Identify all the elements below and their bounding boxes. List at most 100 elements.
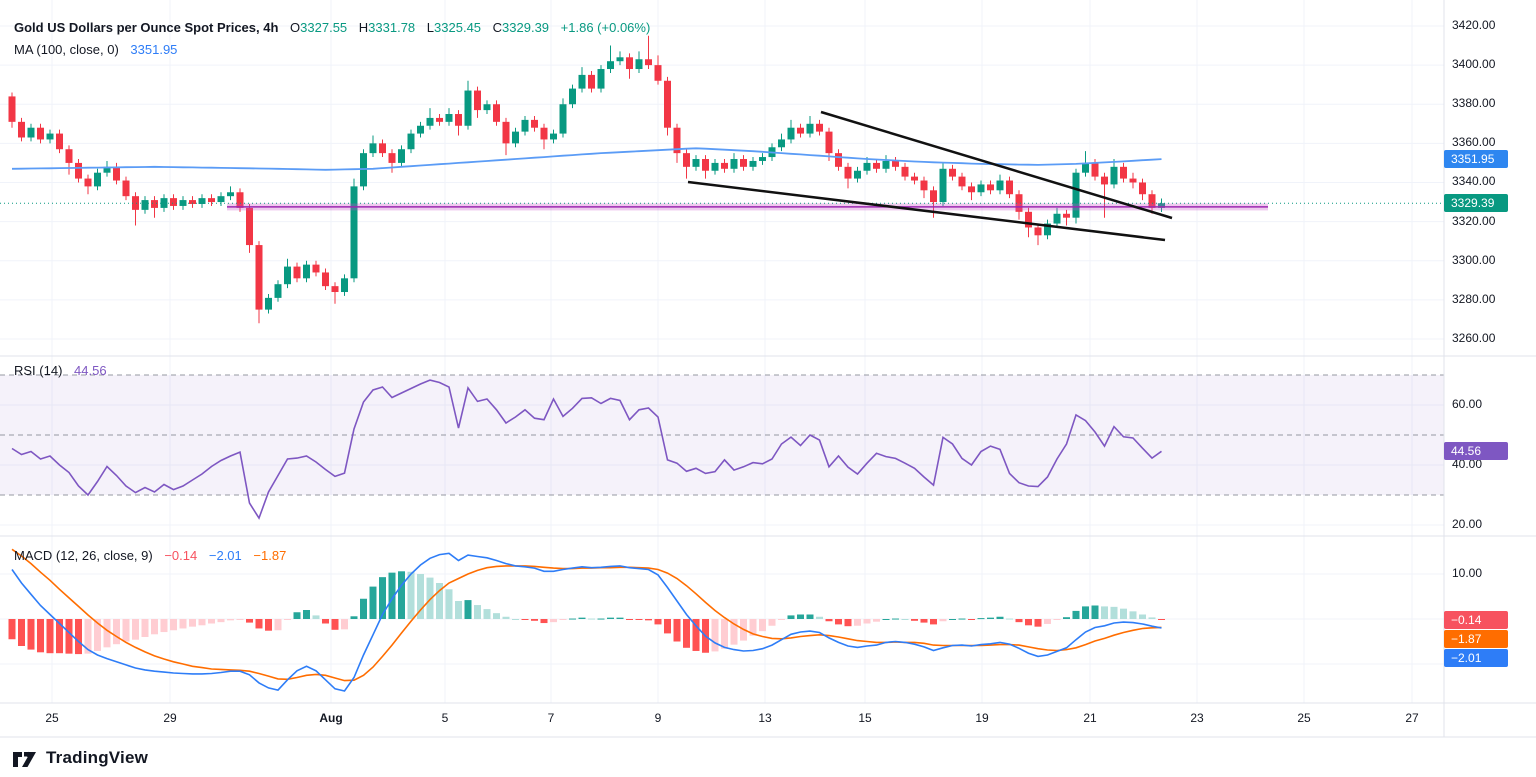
price-axis-label[interactable]: 3340.00 [1452,174,1496,189]
candle-body [1006,180,1013,195]
candle-body [939,168,947,203]
macd-histogram-bar [255,619,263,629]
candle-body [217,196,225,203]
trendline-drawing[interactable] [687,180,1166,242]
macd-histogram-bar [673,619,681,642]
time-axis-label[interactable]: 25 [1297,711,1311,725]
macd-histogram-bar [1053,619,1061,620]
price-axis-label[interactable]: 3320.00 [1452,213,1496,228]
macd-histogram-bar [968,619,975,620]
candle-body [882,160,890,169]
candle-body [37,127,44,140]
macd-histogram-bar [1148,617,1156,619]
macd-histogram-bar [920,619,928,623]
ohlc-open-value: 3327.55 [300,20,348,35]
macd-histogram-bar [844,619,852,627]
candle-body [1129,178,1137,183]
macd-signal-line[interactable] [11,548,1162,682]
rsi-label[interactable]: RSI (14) [14,363,63,378]
macd-histogram-bar [892,618,899,620]
tradingview-logo-icon[interactable] [12,748,38,768]
time-axis-label[interactable]: 7 [547,711,555,725]
price-axis-label[interactable]: 3260.00 [1452,330,1496,345]
attribution-brand[interactable]: TradingView [46,747,149,767]
candle-body [151,200,158,208]
time-axis-label[interactable]: 25 [45,711,59,725]
time-axis-label[interactable]: 19 [975,711,989,725]
last-price-badge: 3329.39 [1444,194,1508,213]
time-axis-label[interactable]: 13 [758,711,772,725]
macd-histogram-bar [873,619,880,622]
rsi-axis-label[interactable]: 20.00 [1452,517,1483,531]
macd-histogram-bar [217,619,225,623]
trendline-drawing[interactable] [820,110,1173,220]
macd-histogram-bar [179,619,187,629]
candle-body [84,178,92,187]
macd-histogram-bar [607,617,614,619]
candle-body [1120,166,1127,179]
time-axis-label[interactable]: 21 [1083,711,1097,725]
candle-body [170,198,177,206]
candle-body [1044,223,1051,236]
candle-body [1082,162,1089,173]
price-axis-label[interactable]: 3300.00 [1452,252,1496,267]
price-axis-label[interactable]: 3420.00 [1452,18,1496,32]
macd-label[interactable]: MACD (12, 26, close, 9) [14,548,153,563]
time-axis-label[interactable]: 9 [654,711,662,725]
candle-body [1025,211,1032,228]
macd-histogram-bar [189,619,196,627]
macd-histogram-bar [94,619,101,651]
macd-main-line[interactable] [11,552,1162,692]
macd-histogram-bar [664,619,671,634]
macd-axis-label[interactable]: 10.00 [1452,566,1483,580]
macd-histogram-bar [1034,619,1042,627]
rsi-axis-label[interactable]: 60.00 [1452,397,1483,411]
candle-body [189,200,196,204]
time-axis-label[interactable]: 5 [441,711,449,725]
candle-body [664,80,671,128]
macd-histogram-bar [379,577,386,619]
price-axis-label[interactable]: 3360.00 [1452,135,1496,150]
candle-body [844,166,852,179]
candle-body [645,59,652,66]
time-axis-label[interactable]: 27 [1405,711,1419,725]
ma-label[interactable]: MA (100, close, 0) [14,42,119,57]
candle-body [398,149,405,163]
candle-body [825,131,833,154]
candle-body [911,176,918,181]
macd-histogram-bar [597,618,605,620]
candle-body [569,88,576,105]
price-axis-label[interactable]: 3380.00 [1452,96,1496,111]
macd-histogram-bar [1044,619,1051,624]
candle-body [930,190,937,203]
rsi-axis-label[interactable]: 40.00 [1452,457,1483,471]
candle-body [968,186,975,193]
symbol-title[interactable]: Gold US Dollars per Ounce Spot Prices, 4… [14,20,279,35]
price-axis-label[interactable]: 3280.00 [1452,291,1496,306]
candle-body [56,133,63,150]
macd-histogram-bar [474,605,481,619]
time-axis-label[interactable]: Aug [319,711,343,725]
macd-histogram-bar [816,616,823,619]
candle-body [141,200,149,210]
macd-histogram-bar [787,615,795,619]
candle-body [702,159,709,171]
ma100-line[interactable] [11,147,1162,171]
time-axis-label[interactable]: 23 [1190,711,1204,725]
candle-body [132,196,139,210]
macd-histogram-bar [502,616,510,619]
price-axis-label[interactable]: 3400.00 [1452,57,1496,72]
macd-histogram-bar [132,619,139,640]
rsi-value-badge: 44.56 [1444,442,1508,461]
time-axis-label[interactable]: 15 [858,711,872,725]
ma-value: 3351.95 [130,42,178,57]
rsi-line[interactable] [11,379,1162,520]
macd-histogram-bar [512,619,519,620]
candle-body [540,127,548,140]
macd-histogram-bar [1101,606,1108,619]
time-axis-label[interactable]: 29 [163,711,177,725]
candle-body [122,180,130,197]
macd-histogram-bar [730,619,738,645]
candle-body [1139,182,1146,195]
